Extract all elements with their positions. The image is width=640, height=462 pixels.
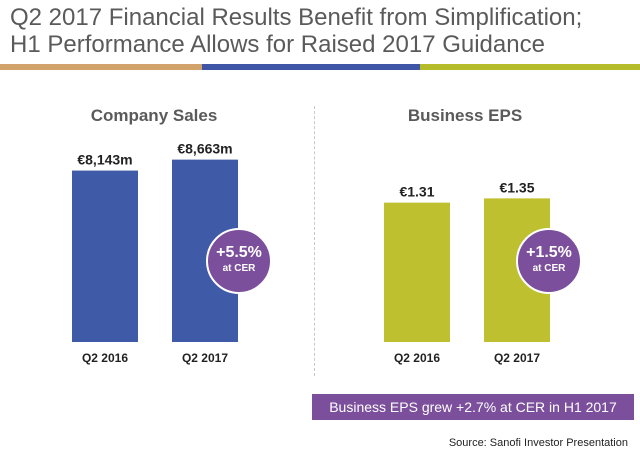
- sales-bar-1: [72, 170, 138, 342]
- sales-category-label-1: Q2 2016: [82, 351, 128, 365]
- eps-chart-title: Business EPS: [407, 106, 523, 125]
- slide-title: Q2 2017 Financial Results Benefit from S…: [10, 4, 635, 58]
- sales-growth-value: +5.5%: [216, 244, 262, 261]
- eps-growth-value: +1.5%: [526, 244, 572, 261]
- color-band-right: [420, 64, 640, 70]
- title-line-1: Q2 2017 Financial Results Benefit from S…: [10, 4, 583, 31]
- eps-growth-label: at CER: [532, 263, 566, 274]
- sales-chart-title: Company Sales: [90, 106, 218, 125]
- sales-value-label-1: €8,143m: [77, 152, 132, 168]
- sales-category-label-2: Q2 2017: [182, 351, 228, 365]
- sales-growth-label: at CER: [222, 263, 256, 274]
- panel-divider: [314, 106, 315, 376]
- eps-value-label-2: €1.35: [499, 179, 534, 195]
- h1-eps-banner: Business EPS grew +2.7% at CER in H1 201…: [312, 394, 634, 420]
- title-line-2: H1 Performance Allows for Raised 2017 Gu…: [10, 31, 545, 58]
- color-band-left: [0, 64, 202, 70]
- eps-growth-badge: +1.5% at CER: [516, 228, 582, 294]
- eps-category-label-1: Q2 2016: [394, 351, 440, 365]
- sales-growth-badge: +5.5% at CER: [206, 228, 272, 294]
- sales-value-label-2: €8,663m: [177, 141, 232, 157]
- color-band-middle: [202, 64, 420, 70]
- eps-value-label-1: €1.31: [399, 184, 434, 200]
- eps-bar-1: [384, 202, 450, 342]
- eps-category-label-2: Q2 2017: [494, 351, 540, 365]
- source-note: Source: Sanofi Investor Presentation: [448, 437, 628, 449]
